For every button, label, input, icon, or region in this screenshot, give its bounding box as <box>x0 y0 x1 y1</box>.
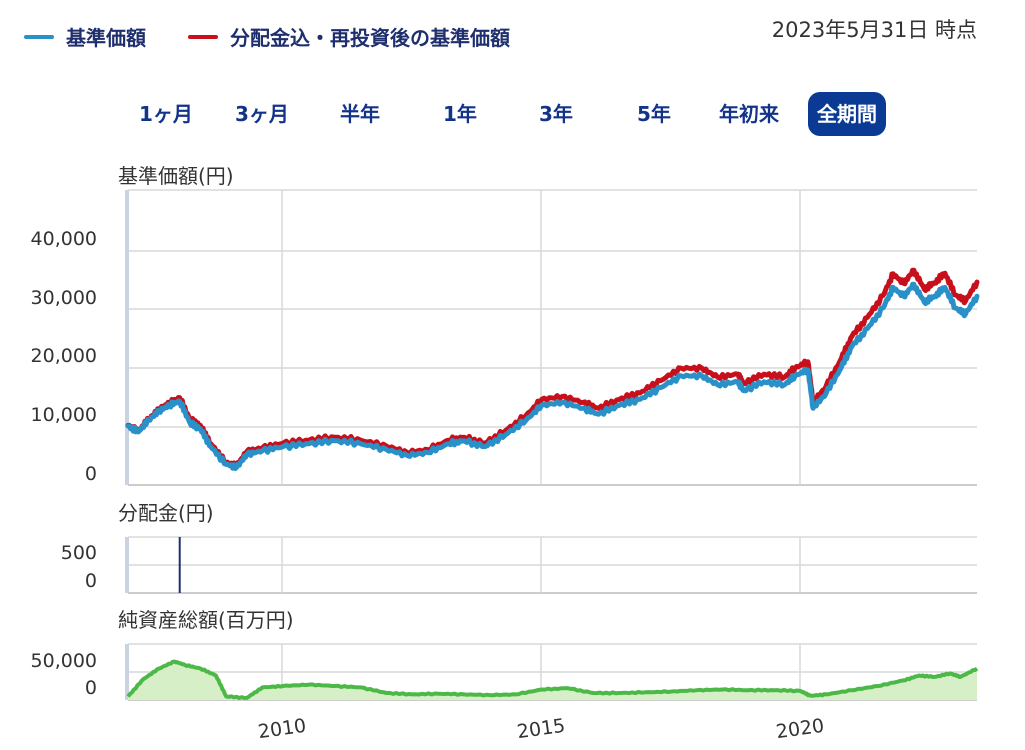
tab-3-months[interactable]: 3ヶ月 <box>235 102 289 126</box>
distribution-panel: 0 500 <box>61 536 977 594</box>
legend-label-nav: 基準価額 <box>66 26 146 50</box>
legend-swatch-nav <box>24 34 54 39</box>
y-tick-label: 40,000 <box>31 228 97 250</box>
tab-half-year[interactable]: 半年 <box>340 102 380 126</box>
nav-line <box>125 281 980 471</box>
legend-item-nav: 基準価額 <box>24 22 146 51</box>
assets-panel-label: 純資産総額(百万円) <box>118 608 294 632</box>
y-tick-label: 20,000 <box>31 345 97 367</box>
chart-legend: 基準価額 分配金込・再投資後の基準価額 <box>24 22 552 51</box>
tab-1-year[interactable]: 1年 <box>443 102 477 126</box>
assets-panel: 0 50,000 2010 2015 2020 <box>31 643 979 744</box>
legend-swatch-reinvested <box>188 34 218 39</box>
x-tick-label: 2015 <box>516 715 567 744</box>
distribution-panel-label: 分配金(円) <box>118 501 214 525</box>
y-tick-label: 10,000 <box>31 404 97 426</box>
tab-3-years[interactable]: 3年 <box>539 102 573 126</box>
net-assets-line <box>126 659 979 700</box>
nav-panel: 0 10,000 20,000 30,000 40,000 <box>31 189 980 486</box>
y-tick-label: 30,000 <box>31 287 97 309</box>
tab-1-month[interactable]: 1ヶ月 <box>139 102 193 126</box>
legend-label-reinvested: 分配金込・再投資後の基準価額 <box>230 26 510 50</box>
tab-5-years[interactable]: 5年 <box>637 102 671 126</box>
x-tick-label: 2020 <box>775 715 826 744</box>
y-tick-label: 50,000 <box>31 650 97 672</box>
nav-panel-label: 基準価額(円) <box>118 164 234 188</box>
y-tick-label: 0 <box>85 463 97 485</box>
x-tick-label: 2010 <box>257 715 308 744</box>
y-tick-label: 0 <box>85 570 97 592</box>
tab-ytd[interactable]: 年初来 <box>719 102 779 126</box>
y-tick-label: 500 <box>61 542 97 564</box>
as-of-date: 2023年5月31日 時点 <box>771 18 977 42</box>
tab-all-period[interactable]: 全期間 <box>808 92 886 136</box>
period-tabs: 1ヶ月 3ヶ月 半年 1年 3年 5年 年初来 全期間 <box>118 92 908 138</box>
y-tick-label: 0 <box>85 677 97 699</box>
legend-item-reinvested: 分配金込・再投資後の基準価額 <box>188 22 510 51</box>
